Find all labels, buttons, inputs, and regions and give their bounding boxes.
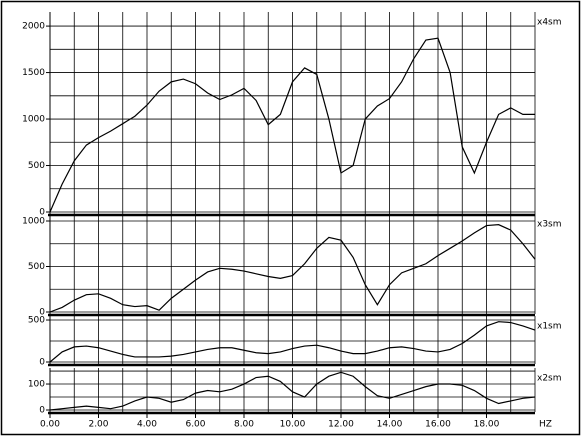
x-tick-label: 14.00 (377, 420, 403, 430)
x-tick-label: 10.00 (280, 420, 306, 430)
y-tick-label: 0 (39, 308, 45, 318)
y-tick-label: 2000 (22, 22, 45, 32)
panel-label: x3sm (537, 220, 562, 230)
panel-label: x4sm (537, 18, 562, 28)
y-tick-label: 1500 (22, 68, 45, 78)
line (49, 224, 536, 313)
y-tick-label: 1000 (22, 217, 45, 227)
y-tick-label: 500 (28, 262, 45, 272)
x-tick-label: 6.00 (185, 420, 205, 430)
y-tick-label: 0 (39, 358, 45, 368)
x-tick-label: 0.00 (40, 420, 60, 430)
line (49, 37, 535, 213)
y-tick-label: 500 (28, 316, 45, 326)
y-tick-label: 500 (28, 161, 45, 171)
y-tick-label: 0 (39, 208, 45, 218)
y-tick-label: 0 (39, 406, 45, 416)
x-tick-label: 4.00 (137, 420, 157, 430)
line (49, 321, 536, 363)
line (49, 371, 536, 411)
x-tick-label: 18.00 (474, 420, 500, 430)
x-axis-label: HZ (539, 420, 552, 430)
x-tick-label: 8.00 (234, 420, 254, 430)
panel-label: x1sm (537, 322, 562, 332)
panel-label: x2sm (537, 374, 562, 384)
x-tick-label: 2.00 (88, 420, 108, 430)
x-tick-label: 16.00 (425, 420, 451, 430)
y-tick-label: 1000 (22, 115, 45, 125)
y-tick-label: 100 (28, 380, 45, 390)
x-tick-label: 12.00 (328, 420, 354, 430)
